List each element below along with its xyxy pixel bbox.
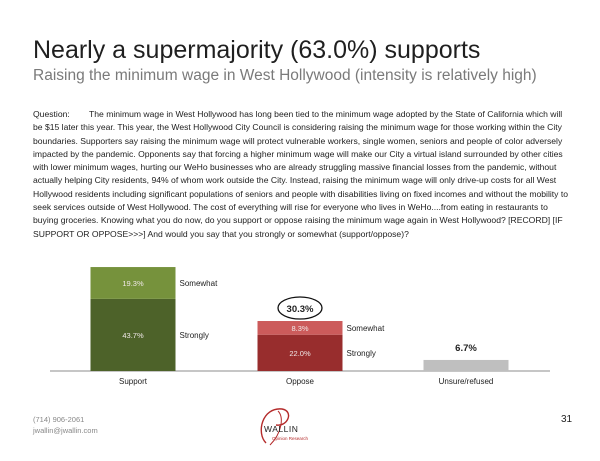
footer-phone: (714) 906-2061: [33, 415, 85, 424]
question-label: Question:: [33, 109, 70, 119]
footer-contact: (714) 906-2061 jwallin@jwallin.com: [33, 414, 98, 436]
stacked-bar-chart: 43.7% Strongly 19.3% Somewhat 63.0% Support 22…: [50, 260, 550, 386]
total-label-oppose: 30.3%: [287, 304, 314, 315]
logo-tagline: Opinion Research: [272, 436, 309, 441]
page-number: 31: [561, 414, 573, 425]
logo-wordmark: WALLIN: [264, 424, 299, 434]
segment-name-oppose-somewhat: Somewhat: [347, 324, 386, 333]
question-block: Question: The minimum wage in West Hollyw…: [33, 108, 573, 241]
wallin-logo-icon: [260, 408, 290, 446]
bar-oppose-strongly: [257, 334, 343, 371]
segment-name-support-strongly: Strongly: [180, 331, 209, 340]
total-label-support: 63.0%: [120, 260, 147, 261]
total-highlight-circle: [277, 296, 323, 320]
bar-unsure-refused-total: [423, 359, 509, 371]
footer-email: jwallin@jwallin.com: [33, 426, 98, 435]
bar-oppose-somewhat: [257, 321, 343, 335]
data-label-support-somewhat: 19.3%: [122, 279, 144, 288]
slide-subtitle: Raising the minimum wage in West Hollywo…: [33, 67, 537, 84]
segment-name-oppose-strongly: Strongly: [347, 349, 376, 358]
bar-support-somewhat: [90, 267, 176, 299]
category-label-oppose: Oppose: [286, 377, 315, 386]
total-label-unsure-refused: 6.7%: [455, 343, 477, 354]
category-label-unsure-refused: Unsure/refused: [439, 377, 494, 386]
question-text: The minimum wage in West Hollywood has l…: [33, 109, 569, 239]
slide-title: Nearly a supermajority (63.0%) supports: [33, 36, 481, 64]
data-label-oppose-somewhat: 8.3%: [291, 324, 308, 333]
category-label-support: Support: [119, 377, 148, 386]
data-label-support-strongly: 43.7%: [122, 331, 144, 340]
segment-name-support-somewhat: Somewhat: [180, 279, 219, 288]
data-label-oppose-strongly: 22.0%: [289, 349, 311, 358]
bar-support-strongly: [90, 298, 176, 371]
